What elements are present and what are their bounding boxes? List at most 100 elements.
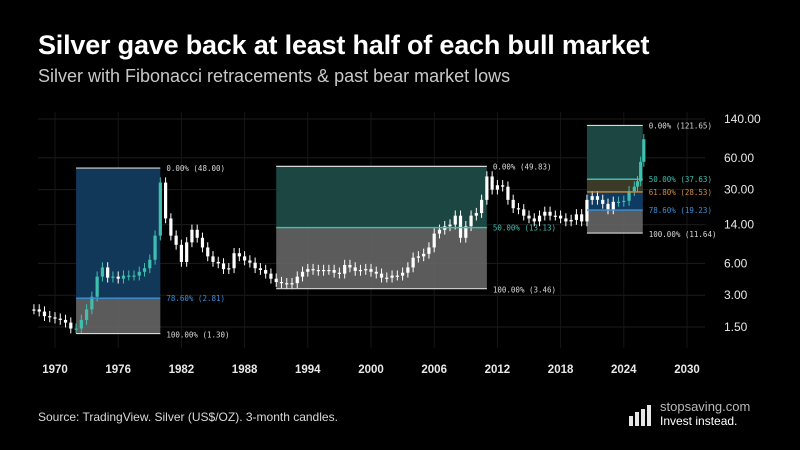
x-tick-label: 1976 [105,364,131,376]
candle-body [295,276,299,284]
candle-body [548,211,552,216]
candle-body [543,211,547,216]
candle-body [374,271,378,274]
candle-body [595,196,600,200]
candle-body [63,319,68,323]
low-label: 100.00% (11.64) [649,230,717,239]
candle-body [290,283,294,285]
x-tick-label: 2030 [674,364,700,376]
high-label: 0.00% (121.65) [649,121,712,130]
candle-body [74,328,78,330]
candle-body [253,262,257,269]
candle-body [348,264,352,268]
candle-body [164,182,168,219]
candle-body [401,272,405,276]
candle-body [211,256,215,262]
fib-level-label: 50.00% (13.13) [493,224,556,233]
candle-body [190,229,194,243]
candle-body [601,199,605,204]
candle-body [37,309,41,312]
candle-body [395,275,399,277]
candle-body [243,256,247,261]
candle-body [580,214,584,222]
low-label: 100.00% (3.46) [493,286,556,295]
candle-body [195,229,199,238]
x-tick-label: 1988 [232,364,258,376]
candle-body [635,181,640,187]
candle-body [106,267,110,278]
candle-body [569,219,573,222]
candle-body [469,215,473,227]
candle-body [42,311,47,317]
candle-body [32,309,36,311]
candle-body [85,309,89,320]
page-title: Silver gave back at least half of each b… [38,30,650,60]
candle-body [616,201,621,204]
bar-chart-icon [629,405,651,426]
x-tick-label: 1970 [42,364,68,376]
candle-body [564,218,568,222]
candle-body [553,215,557,217]
x-tick-label: 1982 [169,364,195,376]
candle-body [121,275,126,279]
y-tick-label: 6.00 [724,256,748,270]
candle-body [411,257,415,268]
candle-body [264,269,268,274]
candle-body [153,235,157,260]
x-tick-label: 2024 [611,364,637,376]
candle-body [142,268,147,272]
y-tick-label: 3.00 [724,288,748,302]
candle-body [100,267,104,277]
candle-body [385,277,389,279]
fib-level-label: 78.60% (2.81) [166,294,225,303]
candle-body [639,161,643,182]
candle-body [490,176,494,190]
candle-body [248,260,252,263]
candle-body [322,269,326,272]
candle-body [158,182,162,236]
retrace-zone [76,298,161,334]
candle-body [221,263,226,270]
x-tick-label: 2012 [485,364,511,376]
candle-body [200,237,205,248]
candle-body [622,200,626,203]
candle-body [237,253,241,257]
candle-body [516,208,521,210]
candle-body [364,269,368,271]
candle-body [69,322,73,329]
candle-body [390,275,394,278]
candle-body [511,199,515,209]
candle-body [574,214,578,220]
candle-body [132,275,136,277]
y-tick-label: 140.00 [724,112,761,126]
candle-body [95,276,99,297]
x-tick-label: 1994 [295,364,321,376]
x-tick-label: 2006 [421,364,447,376]
candle-body [522,209,526,216]
candle-body [416,256,420,258]
brand-tagline: Invest instead. [660,414,738,428]
candle-body [174,235,178,245]
candle-body [179,244,183,262]
candle-body [227,268,231,270]
candle-body [148,259,152,269]
candle-body [627,191,631,201]
candle-body [279,282,284,284]
candle-body [258,268,262,270]
candle-body [169,218,173,236]
y-tick-label: 1.50 [724,320,748,334]
candle-body [90,296,94,310]
candle-body [274,278,278,283]
y-tick-label: 30.00 [724,183,754,197]
brand-logo[interactable]: stopsaving.com Invest instead. [628,397,768,431]
candle-body [337,272,341,274]
candle-body [127,275,131,277]
fib-level-label: 50.00% (37.63) [649,175,712,184]
candle-body [427,247,431,254]
candle-body [343,264,347,274]
candle-body [285,283,289,285]
page-subtitle: Silver with Fibonacci retracements & pas… [38,66,511,86]
candle-body [437,229,442,234]
candle-body [369,269,373,272]
